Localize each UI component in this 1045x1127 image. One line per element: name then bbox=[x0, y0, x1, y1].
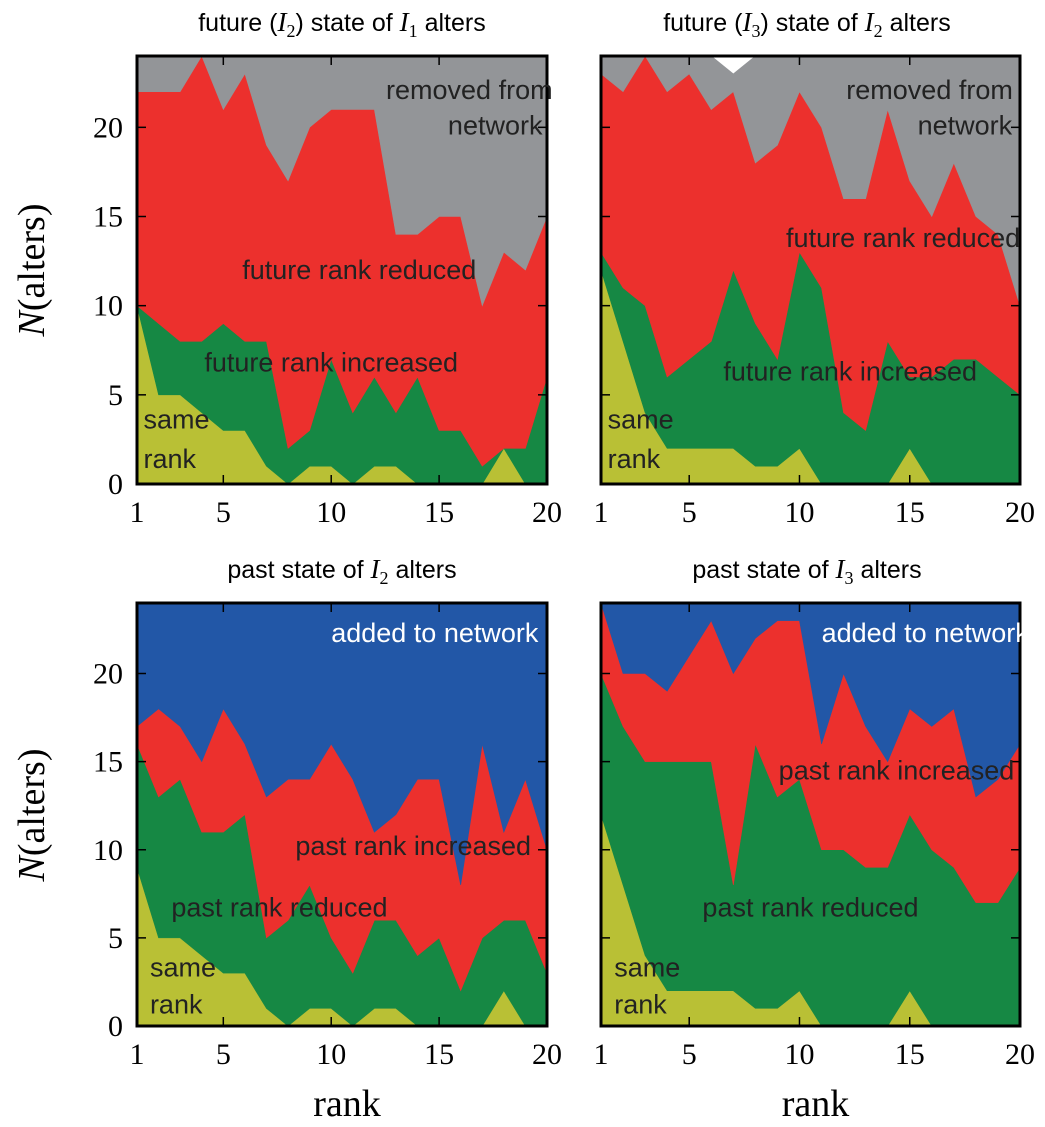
panel-title: future (I3) state of I2 alters bbox=[663, 7, 951, 41]
region-label: past rank increased bbox=[779, 755, 1015, 785]
region-label: network bbox=[918, 110, 1013, 140]
x-tick-label: 15 bbox=[895, 1038, 925, 1071]
y-tick-label: 0 bbox=[108, 1010, 123, 1043]
x-tick-label: 1 bbox=[130, 1038, 145, 1071]
region-label: added to network bbox=[331, 618, 539, 648]
region-label: removed from bbox=[386, 75, 553, 105]
x-tick-label: 20 bbox=[532, 1038, 562, 1071]
y-tick-label: 10 bbox=[93, 834, 123, 867]
x-tick-label: 10 bbox=[316, 1038, 346, 1071]
x-tick-label: 15 bbox=[895, 496, 925, 529]
region-label: network bbox=[448, 110, 543, 140]
plot-frame bbox=[135, 601, 549, 1028]
region-label: rank bbox=[608, 444, 661, 474]
region-label: same bbox=[614, 953, 680, 983]
panel-title: past state of I3 alters bbox=[692, 554, 921, 588]
panel-title: past state of I2 alters bbox=[227, 554, 456, 588]
plot-frame bbox=[135, 54, 549, 486]
region-label: rank bbox=[143, 444, 196, 474]
x-tick-label: 10 bbox=[316, 496, 346, 529]
y-axis-label: N(alters) bbox=[11, 749, 53, 883]
plot-frame bbox=[599, 54, 1022, 486]
region-label: future rank increased bbox=[723, 357, 977, 387]
x-tick-label: 1 bbox=[594, 1038, 609, 1071]
y-tick-label: 10 bbox=[93, 290, 123, 323]
y-tick-label: 15 bbox=[93, 746, 123, 779]
plot-frame bbox=[599, 601, 1022, 1028]
x-tick-label: 1 bbox=[594, 496, 609, 529]
region-label: past rank reduced bbox=[171, 893, 387, 923]
x-tick-label: 20 bbox=[1005, 496, 1035, 529]
y-tick-label: 20 bbox=[93, 111, 123, 144]
area-layers bbox=[601, 603, 1020, 1026]
region-label: past rank increased bbox=[295, 831, 531, 861]
area-layers bbox=[137, 603, 547, 1026]
region-label: future rank reduced bbox=[786, 223, 1020, 253]
region-label: added to network bbox=[822, 618, 1030, 648]
region-label: same bbox=[608, 405, 674, 435]
x-tick-label: 15 bbox=[424, 1038, 454, 1071]
x-tick-label: 5 bbox=[682, 496, 697, 529]
area-added bbox=[601, 603, 1020, 798]
y-tick-label: 15 bbox=[93, 201, 123, 234]
area-layers bbox=[601, 56, 1020, 484]
region-label: same bbox=[150, 953, 216, 983]
x-axis-label: rank bbox=[782, 1083, 850, 1125]
x-tick-label: 5 bbox=[682, 1038, 697, 1071]
region-label: past rank reduced bbox=[702, 893, 918, 923]
region-label: rank bbox=[150, 990, 203, 1020]
y-tick-label: 5 bbox=[108, 379, 123, 412]
region-label: future rank reduced bbox=[242, 255, 476, 285]
area-added bbox=[137, 603, 547, 886]
x-tick-label: 1 bbox=[130, 496, 145, 529]
x-tick-label: 5 bbox=[216, 1038, 231, 1071]
area-removed bbox=[601, 56, 1020, 306]
y-tick-label: 0 bbox=[108, 468, 123, 501]
y-tick-label: 5 bbox=[108, 922, 123, 955]
y-axis-label: N(alters) bbox=[11, 204, 53, 338]
area-layers bbox=[137, 56, 547, 484]
x-tick-label: 20 bbox=[532, 496, 562, 529]
panel-title: future (I2) state of I1 alters bbox=[198, 7, 486, 41]
region-label: removed from bbox=[846, 75, 1013, 105]
region-label: future rank increased bbox=[204, 348, 458, 378]
region-label: same bbox=[143, 405, 209, 435]
x-tick-label: 5 bbox=[216, 496, 231, 529]
region-label: rank bbox=[614, 990, 667, 1020]
area-removed bbox=[137, 56, 547, 307]
x-tick-label: 15 bbox=[424, 496, 454, 529]
x-tick-label: 20 bbox=[1005, 1038, 1035, 1071]
x-axis-label: rank bbox=[313, 1083, 381, 1125]
x-tick-label: 10 bbox=[784, 496, 814, 529]
x-tick-label: 10 bbox=[784, 1038, 814, 1071]
y-tick-label: 20 bbox=[93, 658, 123, 691]
